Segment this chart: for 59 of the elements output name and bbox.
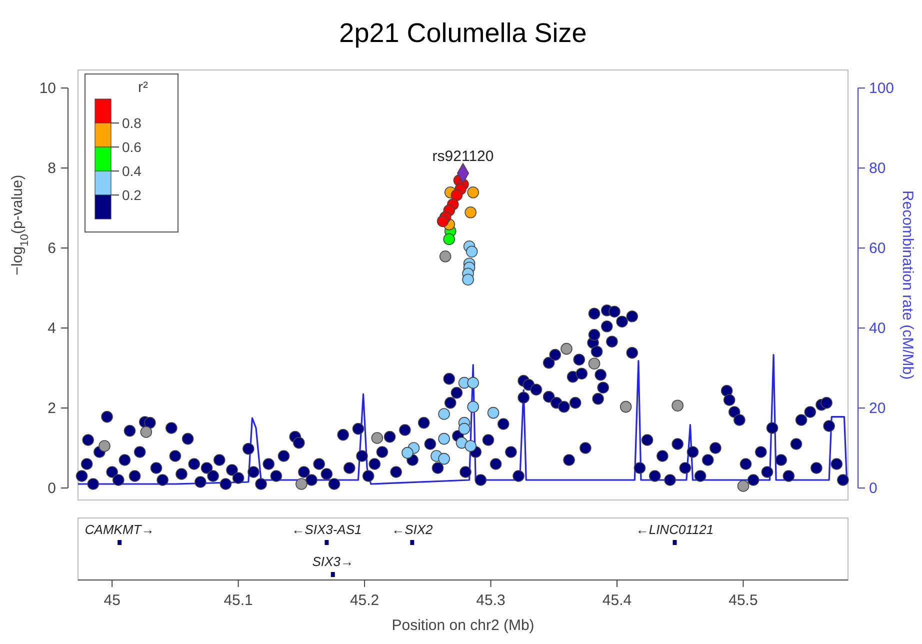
- y-tick-label: 4: [48, 320, 56, 337]
- point: [464, 206, 476, 218]
- point: [466, 246, 478, 258]
- point: [98, 440, 110, 452]
- point: [438, 432, 450, 445]
- annotation: 0.2: [122, 187, 142, 203]
- point: [438, 408, 450, 420]
- x-tick-label: 45.2: [350, 592, 380, 609]
- point: [402, 446, 414, 459]
- point: [672, 400, 684, 412]
- point: [436, 215, 449, 228]
- y2-tick-label: 20: [869, 400, 886, 417]
- y-tick-label: 0: [48, 480, 56, 497]
- y-tick-label: 8: [48, 160, 56, 177]
- point: [467, 186, 479, 198]
- x-tick-label: 45.3: [476, 592, 506, 609]
- point: [140, 426, 152, 438]
- y2-tick-label: 100: [869, 80, 894, 97]
- point: [438, 452, 450, 465]
- point: [439, 250, 452, 262]
- annotation: r²: [138, 79, 148, 96]
- y2-tick-label: 60: [869, 240, 886, 257]
- point: [456, 436, 468, 449]
- point: [588, 358, 600, 370]
- y-tick-label: 10: [39, 80, 56, 97]
- y-tick-label: 2: [48, 400, 56, 417]
- text: CAMKMT→: [84, 522, 154, 537]
- point: [450, 189, 463, 202]
- text: SIX3→: [312, 554, 354, 569]
- point: [560, 342, 572, 355]
- point: [620, 400, 632, 413]
- point: [462, 274, 474, 286]
- x-tick-label: 45.1: [224, 592, 253, 609]
- point: [458, 422, 470, 435]
- text: ←LINC01121: [636, 522, 714, 537]
- y-tick-label: 6: [48, 240, 56, 257]
- x-axis-title: Position on chr2 (Mb): [392, 617, 534, 634]
- y2-tick-label: 0: [869, 480, 878, 497]
- point: [467, 400, 479, 413]
- chart-title: 2p21 Columella Size: [339, 18, 587, 48]
- text: ←SIX2: [392, 522, 434, 537]
- y2-tick-label: 80: [869, 160, 886, 177]
- annotation: 0.8: [122, 115, 142, 131]
- annotation: rs921120: [432, 148, 494, 166]
- text: ←SIX3-AS1: [292, 522, 362, 537]
- point: [467, 376, 479, 389]
- annotation: 0.4: [122, 163, 142, 179]
- point: [464, 440, 476, 452]
- x-tick-label: 45.5: [728, 592, 758, 609]
- y2-axis-title: Recombination rate (cM/Mb): [899, 190, 916, 380]
- point: [371, 432, 384, 444]
- point: [737, 480, 750, 492]
- point: [296, 478, 308, 490]
- x-tick-label: 45.4: [602, 592, 632, 609]
- point: [443, 233, 456, 246]
- y2-tick-label: 40: [869, 320, 886, 337]
- annotation: 0.6: [122, 139, 142, 155]
- x-tick-label: 45: [104, 592, 120, 609]
- point: [487, 406, 500, 419]
